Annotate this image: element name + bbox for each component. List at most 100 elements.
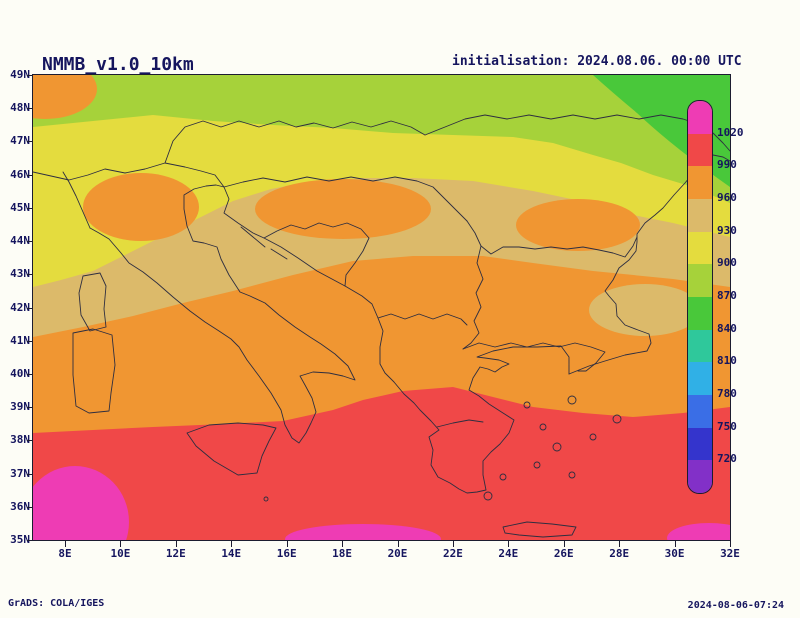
colorbar-tick-label: 930 (717, 223, 737, 237)
lat-tick-label: 37N (10, 466, 30, 480)
colorbar-tick-label: 900 (717, 256, 737, 270)
aegean-islands (263, 395, 622, 502)
lat-tick-label: 42N (10, 300, 30, 314)
model-name: NMMB_v1.0_10km (42, 54, 194, 75)
colorbar-tick-label: 780 (717, 387, 737, 400)
lon-tick-label: 20E (387, 547, 408, 560)
colorbar-segment (688, 427, 712, 461)
lat-tick-label: 35N (10, 533, 30, 546)
lat-tick (27, 473, 33, 475)
lon-tick (65, 541, 66, 547)
alps-border (33, 162, 225, 188)
generation-timestamp: 2024-08-06-07:24 (687, 600, 784, 611)
lon-tick-label: 22E (442, 547, 463, 560)
colorbar-tick-label: 750 (717, 419, 737, 433)
lon-tick-label: 24E (498, 547, 519, 560)
colorbar-tick-label: 840 (717, 321, 737, 335)
lon-tick (231, 541, 233, 547)
sicily-coastline (186, 422, 277, 476)
lon-tick-label: 14E (221, 547, 242, 560)
serbia-bulgaria-border (462, 245, 484, 350)
lat-tick (27, 108, 33, 110)
lon-tick-label: 18E (332, 547, 353, 560)
bosnia-border (263, 222, 370, 287)
lon-tick-label: 32E (720, 547, 740, 560)
adriatic-aegean-coastline (223, 186, 570, 494)
colorbar-tick-label: 870 (717, 289, 737, 302)
lon-tick-label: 26E (553, 547, 574, 560)
lon-tick-label: 28E (609, 547, 630, 560)
colorbar-segment (688, 166, 712, 200)
lon-tick (563, 541, 565, 547)
colorbar-segment (688, 101, 712, 134)
lat-tick-label: 40N (10, 366, 30, 380)
colorbar-tick-label: 960 (717, 191, 737, 204)
crete-coastline (502, 521, 577, 538)
colorbar-segment (688, 460, 712, 493)
field-fill-layer (33, 75, 730, 540)
coastline-border-layer (33, 114, 730, 538)
lat-tick (27, 440, 33, 442)
colorbar-segment (688, 395, 712, 428)
lon-tick-label: 12E (165, 547, 186, 560)
lat-tick (27, 506, 33, 508)
france-italy-border (62, 171, 91, 229)
colorbar (687, 100, 713, 494)
lon-tick-label: 8E (58, 547, 72, 560)
corsica-coastline (78, 272, 107, 332)
colorbar-segment (688, 133, 712, 167)
lat-tick-label: 44N (10, 234, 30, 248)
lat-tick-label: 41N (10, 333, 30, 347)
lat-tick (27, 340, 33, 342)
lat-tick-label: 48N (10, 101, 30, 115)
lat-tick (27, 207, 33, 209)
colorbar-tick-label: 720 (717, 452, 737, 466)
colorbar-segment (688, 297, 712, 330)
lon-tick (508, 541, 510, 547)
colorbar-tick-label: 1020 (717, 125, 744, 139)
lon-tick (120, 541, 122, 547)
colorbar-tick-label: 990 (717, 158, 737, 172)
lon-tick-label: 16E (276, 547, 297, 560)
lat-tick (27, 174, 33, 176)
lon-tick (730, 541, 731, 547)
lon-tick-label: 30E (664, 547, 685, 560)
danube-border (466, 220, 638, 258)
sardinia-coastline (72, 328, 116, 414)
field-svg (33, 75, 730, 540)
greece-north-border (462, 342, 606, 372)
lat-tick (27, 241, 33, 243)
lon-tick (674, 541, 676, 547)
lon-tick (619, 541, 621, 547)
lat-tick (27, 407, 33, 409)
lon-tick (397, 541, 399, 547)
lon-tick (342, 541, 344, 547)
colorbar-segment (688, 329, 712, 363)
lon-tick (452, 541, 454, 547)
colorbar-segment (688, 231, 712, 265)
initialisation-line: initialisation: 2024.08.06. 00:00 UTC (452, 54, 742, 69)
kvarner-islands (240, 226, 288, 260)
colorbar-segment (688, 199, 712, 232)
lat-tick-label: 46N (10, 167, 30, 181)
lat-tick-label: 38N (10, 433, 30, 447)
central-europe-borders (164, 120, 426, 164)
grads-credit: GrADS: COLA/IGES (8, 598, 105, 609)
colorbar-segment (688, 362, 712, 396)
west-balkan-border (377, 313, 468, 326)
lat-tick (27, 274, 33, 276)
map-plot-area (32, 74, 731, 541)
hungary-south-border (223, 176, 468, 222)
lat-tick-label: 47N (10, 134, 30, 148)
lat-tick-label: 36N (10, 499, 30, 513)
lat-tick-label: 45N (10, 200, 30, 214)
lon-tick-label: 10E (110, 547, 131, 560)
lon-tick (286, 541, 288, 547)
lat-tick (27, 540, 33, 541)
colorbar-tick-label: 810 (717, 354, 737, 368)
lat-tick-label: 43N (10, 267, 30, 281)
italy-coastline (89, 184, 356, 444)
lat-tick-label: 39N (10, 400, 30, 414)
lat-tick (27, 141, 33, 143)
lat-tick (27, 307, 33, 309)
